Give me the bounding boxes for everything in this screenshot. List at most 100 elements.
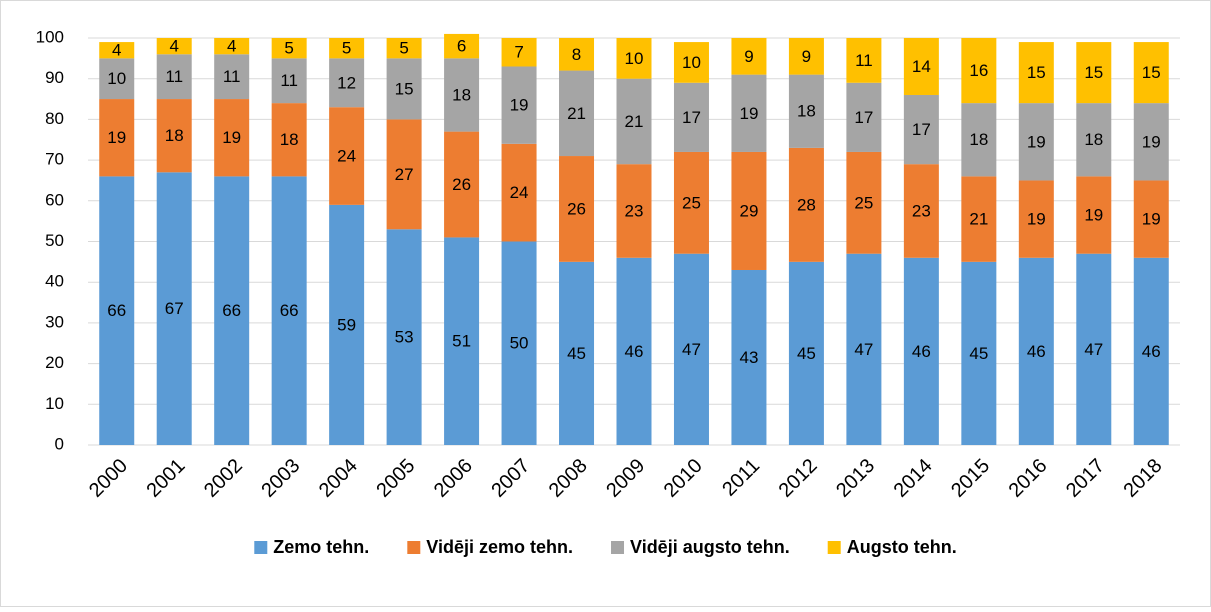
bar-segment bbox=[214, 54, 250, 100]
data-label: 19 bbox=[1027, 210, 1046, 229]
bar-segment bbox=[271, 58, 307, 104]
bar-segment bbox=[156, 99, 192, 173]
data-label: 25 bbox=[682, 193, 701, 212]
data-label: 46 bbox=[912, 342, 931, 361]
bar-segment bbox=[156, 38, 192, 55]
bar-segment bbox=[386, 58, 422, 120]
bar-segment bbox=[386, 38, 422, 59]
bar-segment bbox=[903, 164, 939, 258]
data-label: 18 bbox=[969, 130, 988, 149]
legend-swatch bbox=[611, 541, 625, 554]
y-tick-label: 90 bbox=[45, 68, 64, 87]
bar-segment bbox=[329, 204, 365, 445]
bar-segment bbox=[99, 99, 135, 177]
bar-segment bbox=[329, 38, 365, 59]
data-label: 15 bbox=[1027, 63, 1046, 82]
bar-segment bbox=[271, 176, 307, 445]
bar-segment bbox=[559, 156, 595, 262]
data-label: 19 bbox=[1142, 210, 1161, 229]
data-label: 45 bbox=[969, 344, 988, 363]
data-label: 4 bbox=[169, 37, 178, 56]
bar-segment bbox=[1018, 103, 1054, 181]
bar-segment bbox=[1076, 103, 1112, 177]
bar-segment bbox=[731, 38, 767, 75]
bar-segment bbox=[903, 38, 939, 95]
data-label: 15 bbox=[1142, 63, 1161, 82]
data-label: 11 bbox=[280, 71, 298, 90]
bar-segment bbox=[1133, 180, 1169, 258]
bar-segment bbox=[961, 176, 997, 262]
data-label: 51 bbox=[452, 332, 471, 351]
bar-segment bbox=[444, 58, 480, 132]
bar-segment bbox=[214, 38, 250, 55]
data-label: 67 bbox=[165, 299, 184, 318]
bar-segment bbox=[846, 82, 882, 152]
y-tick-label: 10 bbox=[45, 394, 64, 413]
data-label: 18 bbox=[280, 130, 299, 149]
legend-swatch bbox=[407, 541, 421, 554]
data-label: 50 bbox=[510, 334, 529, 353]
data-label: 4 bbox=[227, 37, 236, 56]
bar-segment bbox=[846, 253, 882, 445]
y-tick-label: 20 bbox=[45, 353, 64, 372]
bar-segment bbox=[386, 229, 422, 445]
data-label: 5 bbox=[342, 39, 351, 58]
data-label: 19 bbox=[510, 96, 529, 115]
data-label: 47 bbox=[682, 340, 701, 359]
data-label: 19 bbox=[1084, 206, 1103, 225]
data-label: 18 bbox=[1084, 130, 1103, 149]
data-label: 27 bbox=[395, 165, 414, 184]
bar-segment bbox=[846, 38, 882, 83]
bar-segment bbox=[386, 119, 422, 230]
data-label: 25 bbox=[854, 193, 873, 212]
data-label: 9 bbox=[744, 47, 753, 66]
legend-label: Augsto tehn. bbox=[847, 537, 957, 557]
bar-segment bbox=[444, 237, 480, 445]
data-label: 8 bbox=[572, 45, 581, 64]
data-label: 21 bbox=[625, 112, 644, 131]
y-tick-label: 100 bbox=[36, 27, 64, 46]
bar-segment bbox=[1018, 257, 1054, 445]
bar-segment bbox=[214, 176, 250, 445]
data-label: 26 bbox=[452, 175, 471, 194]
bar-segment bbox=[1133, 257, 1169, 445]
bar-segment bbox=[788, 74, 824, 148]
y-tick-label: 0 bbox=[55, 434, 64, 453]
bar-segment bbox=[559, 70, 595, 157]
bar-segment bbox=[673, 82, 709, 152]
bar-segment bbox=[444, 131, 480, 238]
legend-swatch bbox=[254, 541, 268, 554]
bar-segment bbox=[1018, 180, 1054, 258]
data-label: 17 bbox=[682, 108, 701, 127]
bar-segment bbox=[616, 164, 652, 258]
data-label: 15 bbox=[1084, 63, 1103, 82]
bar-segment bbox=[99, 58, 135, 100]
y-tick-label: 40 bbox=[45, 272, 64, 291]
data-label: 21 bbox=[567, 104, 586, 123]
data-label: 21 bbox=[969, 210, 988, 229]
data-label: 6 bbox=[457, 37, 466, 56]
bar-segment bbox=[501, 143, 537, 242]
bar-segment bbox=[903, 94, 939, 165]
data-label: 19 bbox=[107, 128, 126, 147]
data-label: 59 bbox=[337, 315, 356, 334]
data-label: 11 bbox=[223, 67, 241, 86]
bar-segment bbox=[501, 241, 537, 445]
data-label: 11 bbox=[855, 51, 873, 70]
data-label: 66 bbox=[280, 301, 299, 320]
bar-segment bbox=[1076, 253, 1112, 445]
legend-swatch bbox=[827, 541, 841, 554]
bar-segment bbox=[961, 261, 997, 445]
bar-segment bbox=[99, 176, 135, 445]
data-label: 15 bbox=[395, 79, 414, 98]
bar-segment bbox=[616, 38, 652, 79]
data-label: 26 bbox=[567, 199, 586, 218]
bar-segment bbox=[156, 172, 192, 445]
data-label: 29 bbox=[739, 201, 758, 220]
bar-segment bbox=[1076, 176, 1112, 254]
bar-segment bbox=[1076, 42, 1112, 104]
bar-segment bbox=[731, 269, 767, 445]
bar-segment bbox=[673, 42, 709, 83]
bar-segment bbox=[616, 78, 652, 165]
bar-segment bbox=[673, 151, 709, 254]
